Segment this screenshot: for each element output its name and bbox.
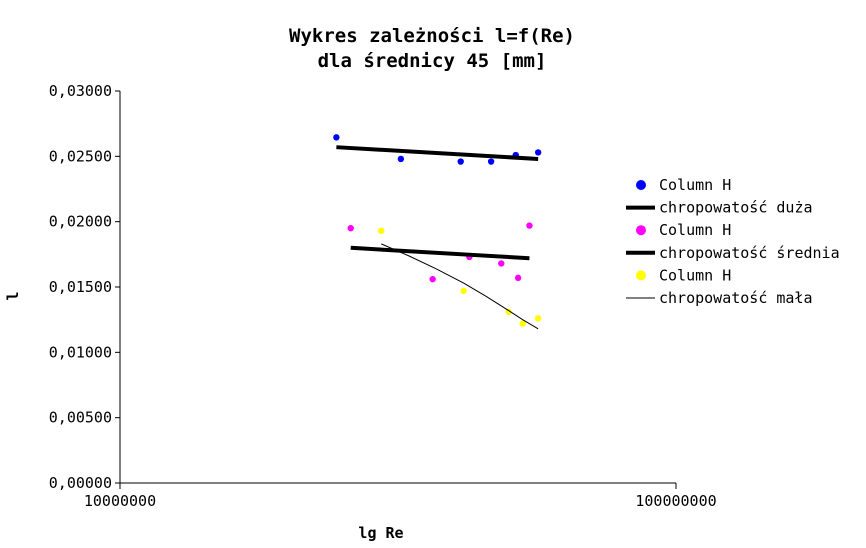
data-point-series-0 bbox=[487, 158, 495, 165]
y-tick-label: 0,02500 bbox=[49, 147, 112, 165]
y-axis-title: l bbox=[4, 291, 22, 300]
data-point-series-4 bbox=[534, 315, 542, 322]
data-point-series-2 bbox=[429, 275, 436, 283]
legend-entry-label: Column H bbox=[659, 221, 731, 239]
legend-point-marker bbox=[636, 225, 646, 236]
data-point-series-4 bbox=[460, 287, 467, 295]
data-point-series-0 bbox=[457, 158, 464, 165]
legend: Column H chropowatość duża Column H chropow… bbox=[626, 176, 840, 307]
chart-title-line-1: Wykres zależności l=f(Re) bbox=[289, 25, 575, 47]
data-point-series-2 bbox=[347, 225, 354, 232]
series-line-1 bbox=[336, 145, 539, 161]
legend-entry-label: chropowatość średnia bbox=[659, 244, 840, 262]
legend-point-marker bbox=[636, 180, 646, 190]
x-tick-label: 10000000 bbox=[84, 492, 156, 510]
legend-entry-label: Column H bbox=[659, 266, 731, 284]
y-tick-label: 0,01500 bbox=[49, 278, 112, 296]
y-tick-label: 0,00000 bbox=[49, 474, 112, 492]
y-tick-label: 0,03000 bbox=[49, 82, 112, 100]
chart-title-line-2: dla średnicy 45 [mm] bbox=[318, 50, 547, 72]
data-point-series-0 bbox=[397, 155, 405, 163]
legend-entry-label: chropowatość duża bbox=[659, 199, 813, 217]
series-line-5 bbox=[381, 243, 539, 330]
data-point-series-2 bbox=[498, 260, 505, 267]
y-tick-label: 0,02000 bbox=[49, 213, 112, 231]
data-point-series-4 bbox=[378, 227, 385, 235]
data-point-series-0 bbox=[534, 149, 542, 156]
data-point-series-4 bbox=[505, 308, 512, 316]
x-tick-label: 100000000 bbox=[635, 492, 716, 510]
data-point-series-0 bbox=[333, 134, 340, 141]
legend-entry-label: Column H bbox=[659, 176, 731, 194]
x-axis-title: lg Re bbox=[358, 524, 403, 542]
y-tick-label: 0,00500 bbox=[49, 409, 112, 427]
legend-point-marker bbox=[636, 270, 646, 281]
legend-entry-label: chropowatość mała bbox=[659, 289, 813, 307]
series-line-3 bbox=[350, 245, 530, 261]
data-point-series-2 bbox=[514, 274, 522, 282]
plot-area: 0,00000 0,00500 0,01000 0,01500 0,02000 0,025… bbox=[49, 82, 717, 510]
data-point-series-2 bbox=[526, 222, 533, 229]
data-point-series-4 bbox=[519, 320, 526, 327]
y-tick-label: 0,01000 bbox=[49, 343, 112, 361]
